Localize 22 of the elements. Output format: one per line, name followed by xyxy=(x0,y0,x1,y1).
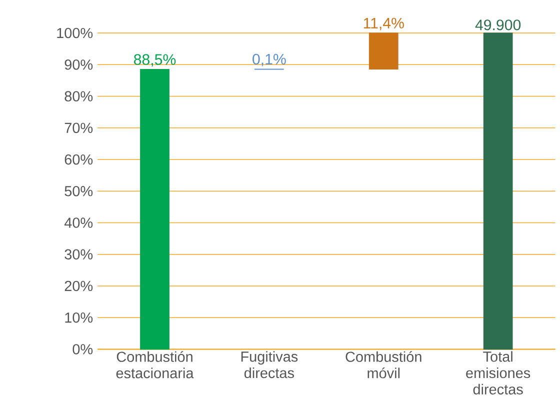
x-tick-label: Combustión móvil xyxy=(346,351,422,378)
data-label: 11,4% xyxy=(364,18,404,30)
data-label: 0,1% xyxy=(252,54,286,66)
x-tick-label: Total emisiones directas xyxy=(466,351,530,394)
y-tick-label: 40% xyxy=(64,218,93,228)
y-tick-label: 90% xyxy=(64,59,93,70)
x-tick-label: Fugitivas directas xyxy=(241,351,298,378)
bar xyxy=(368,32,398,70)
y-tick-label: 80% xyxy=(64,91,93,102)
y-tick-label: 60% xyxy=(64,154,93,165)
y-tick-label: 100% xyxy=(57,28,93,38)
y-tick-label: 0% xyxy=(72,344,93,354)
y-tick-label: 30% xyxy=(64,249,93,260)
y-tick-label: 20% xyxy=(64,280,93,292)
bar xyxy=(140,68,170,350)
data-label: 88,5% xyxy=(134,54,176,67)
y-tick-label: 70% xyxy=(64,122,93,133)
y-tick-label: 10% xyxy=(65,312,93,323)
annotation: 49.900 xyxy=(475,20,521,30)
y-tick-label: 50% xyxy=(64,186,93,196)
bar xyxy=(483,32,513,350)
x-tick-label: Combustión estacionaria xyxy=(116,351,194,378)
